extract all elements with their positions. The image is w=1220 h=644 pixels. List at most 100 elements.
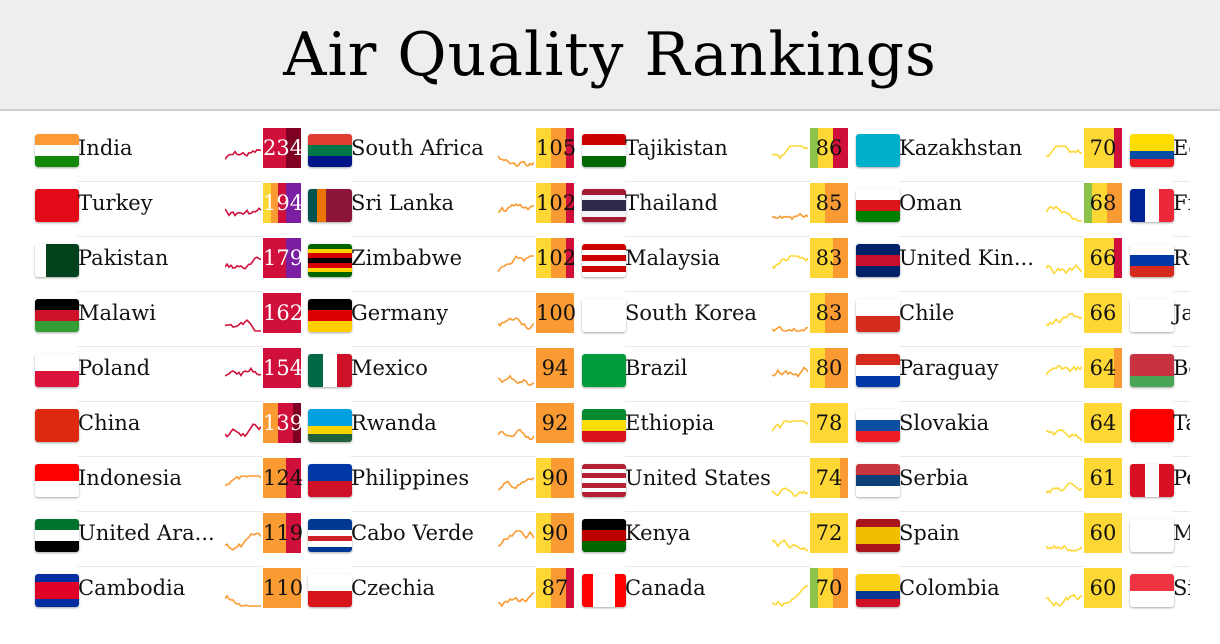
flag-icon	[308, 299, 352, 332]
country-name: Russia	[1173, 246, 1190, 270]
country-name: Cabo Verde	[351, 521, 474, 545]
aqi-value: 72	[815, 521, 843, 545]
aqi-value-badge: 194	[263, 183, 304, 223]
country-entry[interactable]: Russia	[1130, 232, 1190, 287]
country-name: Colombia	[899, 576, 1000, 600]
flag-icon	[1130, 464, 1174, 497]
country-entry[interactable]: Tajikistan 86	[582, 122, 856, 177]
country-entry[interactable]: India 234	[35, 122, 309, 177]
country-name: Japan	[1173, 301, 1190, 325]
trend-sparkline	[225, 423, 261, 438]
country-entry[interactable]: China 139	[35, 397, 309, 452]
country-entry[interactable]: Turkey 194	[35, 177, 309, 232]
flag-icon	[35, 464, 79, 497]
trend-sparkline	[1046, 312, 1082, 327]
aqi-value: 74	[815, 466, 843, 490]
row-divider	[351, 346, 536, 347]
country-entry[interactable]: France	[1130, 177, 1190, 232]
country-entry[interactable]: Belarus	[1130, 342, 1190, 397]
aqi-value-badge: 74	[810, 458, 848, 498]
country-entry[interactable]: Poland 154	[35, 342, 309, 397]
country-entry[interactable]: Thailand 85	[582, 177, 856, 232]
row-divider	[625, 346, 810, 347]
country-entry[interactable]: United States 74	[582, 452, 856, 507]
country-entry[interactable]: Oman 68	[856, 177, 1130, 232]
country-entry[interactable]: United Ara... 119	[35, 507, 309, 562]
trend-sparkline	[225, 532, 261, 551]
aqi-value-badge: 234	[263, 128, 303, 168]
country-entry[interactable]: Zimbabwe 102	[308, 232, 582, 287]
sparkline-path	[1046, 365, 1082, 376]
country-entry[interactable]: Indonesia 124	[35, 452, 309, 507]
aqi-value: 87	[541, 576, 569, 600]
flag-icon	[35, 409, 79, 442]
sparkline-path	[772, 585, 808, 608]
aqi-value-badge: 61	[1084, 458, 1122, 498]
country-entry[interactable]: Czechia 87	[308, 562, 582, 617]
country-entry[interactable]: Cabo Verde 90	[308, 507, 582, 562]
country-name: Kazakhstan	[899, 136, 1023, 160]
aqi-value-badge: 66	[1084, 238, 1122, 278]
country-entry[interactable]: Slovakia 64	[856, 397, 1130, 452]
country-entry[interactable]: Canada 70	[582, 562, 856, 617]
aqi-value-badge: 60	[1084, 513, 1122, 553]
flag-icon	[308, 574, 352, 607]
row-divider	[899, 401, 1084, 402]
country-entry[interactable]: Brazil 80	[582, 342, 856, 397]
country-name: South Korea	[625, 301, 757, 325]
country-entry[interactable]: Ecuador	[1130, 122, 1190, 177]
row-divider	[1173, 346, 1190, 347]
country-entry[interactable]: Taiwan	[1130, 397, 1190, 452]
country-entry[interactable]: Malaysia 83	[582, 232, 856, 287]
country-entry[interactable]: Germany 100	[308, 287, 582, 342]
row-divider	[625, 401, 810, 402]
sparkline-path	[225, 256, 261, 270]
country-entry[interactable]: Colombia 60	[856, 562, 1130, 617]
country-entry[interactable]: Peru	[1130, 452, 1190, 507]
flag-icon	[35, 134, 79, 167]
country-entry[interactable]: Spain 60	[856, 507, 1130, 562]
country-name: Czechia	[351, 576, 436, 600]
flag-icon	[582, 574, 626, 607]
country-entry[interactable]: Chile 66	[856, 287, 1130, 342]
trend-sparkline	[498, 428, 534, 441]
country-entry[interactable]: Kazakhstan 70	[856, 122, 1130, 177]
country-entry[interactable]: Rwanda 92	[308, 397, 582, 452]
country-entry[interactable]: South Africa 105	[308, 122, 582, 177]
country-entry[interactable]: Sri Lanka 102	[308, 177, 582, 232]
aqi-value-badge: 102	[536, 183, 576, 223]
sparkline-path	[225, 366, 261, 378]
country-entry[interactable]: Mexico 94	[308, 342, 582, 397]
flag-icon	[856, 299, 900, 332]
aqi-value: 194	[263, 191, 304, 215]
country-name: Zimbabwe	[351, 246, 463, 270]
country-name: Spain	[899, 521, 960, 545]
row-divider	[78, 181, 263, 182]
aqi-value: 70	[815, 576, 843, 600]
country-entry[interactable]: United Kin... 66	[856, 232, 1130, 287]
flag-icon	[856, 354, 900, 387]
header: Air Quality Rankings	[0, 0, 1220, 111]
country-name: Serbia	[899, 466, 969, 490]
country-entry[interactable]: Cambodia 110	[35, 562, 309, 617]
country-entry[interactable]: Serbia 61	[856, 452, 1130, 507]
country-entry[interactable]: Pakistan 179	[35, 232, 309, 287]
country-entry[interactable]: Philippines 90	[308, 452, 582, 507]
trend-sparkline	[498, 203, 534, 214]
country-entry[interactable]: Ethiopia 78	[582, 397, 856, 452]
flag-icon	[1130, 354, 1174, 387]
flag-icon	[1130, 244, 1174, 277]
row-divider	[625, 181, 810, 182]
sparkline-path	[498, 203, 534, 214]
country-entry[interactable]: Malawi 162	[35, 287, 309, 342]
country-entry[interactable]: Japan	[1130, 287, 1190, 342]
aqi-value: 66	[1089, 246, 1117, 270]
country-entry[interactable]: Mayotte	[1130, 507, 1190, 562]
country-entry[interactable]: South Korea 83	[582, 287, 856, 342]
aqi-value: 105	[536, 136, 577, 160]
country-entry[interactable]: Kenya 72	[582, 507, 856, 562]
country-entry[interactable]: Paraguay 64	[856, 342, 1130, 397]
country-entry[interactable]: Singapore	[1130, 562, 1190, 617]
sparkline-path	[1046, 205, 1082, 222]
sparkline-path	[225, 532, 261, 551]
